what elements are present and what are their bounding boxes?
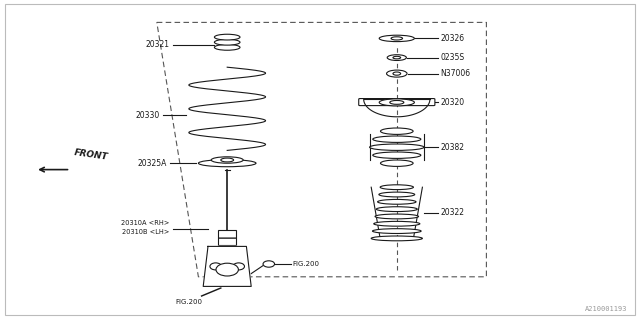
Ellipse shape (221, 158, 234, 162)
Ellipse shape (380, 160, 413, 166)
Text: 20326: 20326 (440, 34, 465, 43)
Ellipse shape (378, 199, 416, 204)
Text: 0235S: 0235S (440, 53, 465, 62)
Text: FIG.200: FIG.200 (292, 261, 319, 267)
Ellipse shape (374, 221, 420, 226)
Text: FRONT: FRONT (74, 148, 109, 162)
Ellipse shape (380, 128, 413, 134)
Ellipse shape (387, 55, 406, 60)
Ellipse shape (210, 263, 221, 270)
Ellipse shape (390, 100, 404, 104)
Text: N37006: N37006 (440, 69, 470, 78)
Text: A210001193: A210001193 (585, 306, 627, 312)
Ellipse shape (375, 214, 419, 219)
Ellipse shape (198, 160, 256, 167)
Ellipse shape (233, 263, 244, 270)
Ellipse shape (372, 152, 421, 158)
Text: 20325A: 20325A (137, 159, 166, 168)
Ellipse shape (372, 136, 421, 142)
Ellipse shape (216, 263, 238, 276)
Ellipse shape (379, 99, 415, 106)
Ellipse shape (371, 236, 422, 241)
Ellipse shape (393, 56, 401, 59)
Ellipse shape (263, 261, 275, 267)
Ellipse shape (211, 157, 243, 163)
Ellipse shape (379, 192, 415, 197)
Polygon shape (204, 246, 251, 286)
Ellipse shape (391, 37, 403, 40)
Ellipse shape (214, 44, 240, 50)
Ellipse shape (387, 70, 407, 77)
Text: 20322: 20322 (440, 208, 464, 217)
Text: 20320: 20320 (440, 98, 465, 107)
Text: 20330: 20330 (136, 111, 160, 120)
Ellipse shape (372, 229, 421, 234)
FancyBboxPatch shape (359, 99, 435, 106)
Text: 20310A <RH>: 20310A <RH> (121, 220, 170, 226)
Text: 20321: 20321 (146, 40, 170, 49)
Ellipse shape (376, 207, 417, 212)
Ellipse shape (370, 144, 424, 150)
Ellipse shape (214, 39, 240, 45)
Text: 20310B <LH>: 20310B <LH> (122, 229, 170, 235)
Ellipse shape (214, 34, 240, 40)
Ellipse shape (380, 185, 413, 189)
Text: 20382: 20382 (440, 143, 464, 152)
Ellipse shape (393, 72, 401, 75)
Text: FIG.200: FIG.200 (175, 299, 202, 305)
Ellipse shape (379, 35, 415, 42)
Bar (218, 230, 236, 245)
